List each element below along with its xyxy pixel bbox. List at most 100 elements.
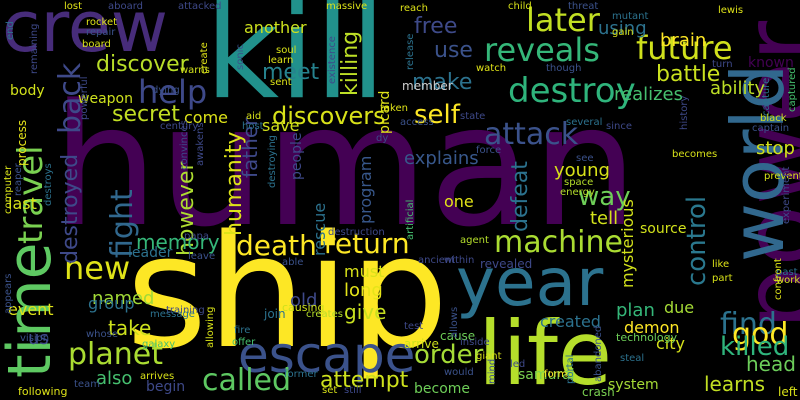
word: help <box>138 73 208 111</box>
word: take <box>108 316 152 340</box>
word: source <box>640 221 687 237</box>
word: city <box>656 334 685 353</box>
word: taken <box>380 103 408 114</box>
word: created <box>540 312 601 331</box>
word: memory <box>136 230 220 254</box>
word: warns <box>180 65 210 76</box>
word: allowing <box>205 306 216 348</box>
word: repair <box>86 27 116 38</box>
word: battle <box>656 62 721 87</box>
word: powerful <box>79 76 90 120</box>
word: dy <box>376 133 389 144</box>
word: member <box>402 79 453 93</box>
word: giant <box>476 351 502 362</box>
word: lost <box>64 1 83 12</box>
word: within <box>444 255 475 266</box>
word: attacked <box>178 1 222 12</box>
word: year <box>456 244 604 321</box>
word: reach <box>400 3 429 14</box>
word: team <box>74 379 100 390</box>
word: force <box>476 145 502 156</box>
word: control <box>682 195 712 286</box>
word: learn <box>268 55 294 66</box>
word: last <box>8 194 37 213</box>
word: process <box>15 119 29 166</box>
word: able <box>282 257 304 268</box>
word: old <box>290 290 318 311</box>
word: make <box>412 70 473 95</box>
word: program <box>356 155 375 224</box>
word: system <box>608 377 659 393</box>
word: part <box>712 273 733 284</box>
word: head <box>746 352 796 376</box>
word: prevent <box>764 171 800 182</box>
word: steal <box>620 353 645 364</box>
word: end <box>5 21 16 40</box>
word: experiment <box>781 166 792 224</box>
word: energy <box>560 187 595 198</box>
word: mutant <box>612 11 649 22</box>
word: destroys <box>43 163 54 206</box>
word: release <box>405 33 416 70</box>
word: set <box>322 385 338 396</box>
word: board <box>82 39 111 50</box>
word: long <box>344 280 383 301</box>
word: explains <box>404 148 479 169</box>
word: soul <box>276 45 297 56</box>
word: captain <box>752 123 790 134</box>
word: discovers <box>272 102 386 130</box>
word: crew <box>2 0 169 68</box>
word: leave <box>188 251 216 262</box>
word: weapon <box>78 91 133 107</box>
word: young <box>554 160 610 181</box>
word: give <box>344 300 387 324</box>
word: inside <box>460 337 490 348</box>
word: way <box>578 182 631 212</box>
word: new <box>64 249 131 287</box>
word: rocket <box>86 17 118 28</box>
word: following <box>18 385 68 398</box>
word: though <box>546 63 582 74</box>
word: death <box>236 229 317 262</box>
word: existence <box>327 36 338 84</box>
word: dying <box>152 85 180 96</box>
word: former <box>284 369 318 380</box>
word: awakens <box>195 122 206 166</box>
word: us <box>28 328 49 349</box>
word: escape <box>238 326 416 384</box>
word: planet <box>68 337 163 372</box>
word: sonic <box>235 44 246 70</box>
word: brain <box>660 30 707 51</box>
word: stop <box>756 138 795 159</box>
word: come <box>184 108 229 127</box>
word: remaining <box>29 23 40 75</box>
word: ancient <box>418 255 456 266</box>
word: discover <box>96 52 189 77</box>
word: attempt <box>320 368 409 393</box>
word: plan <box>616 300 655 321</box>
word: realizes <box>614 84 684 105</box>
word: led <box>510 359 526 370</box>
word: left <box>778 385 798 399</box>
word: begin <box>146 379 186 395</box>
word: also <box>96 368 133 389</box>
word: return <box>324 227 410 260</box>
word: state <box>460 111 486 122</box>
word: history <box>679 95 690 130</box>
word: offer <box>232 337 256 348</box>
word: destroyed <box>58 153 83 264</box>
word: fire <box>234 325 251 336</box>
word: century <box>160 121 199 132</box>
word: life <box>478 302 613 400</box>
word: people <box>289 132 305 180</box>
word: massive <box>326 1 368 12</box>
word: crash <box>582 385 615 399</box>
word: arrives <box>140 371 175 382</box>
word: causing <box>282 301 325 314</box>
word: mysterious <box>618 199 637 288</box>
word: killing <box>338 30 363 96</box>
word: save <box>262 116 300 135</box>
word: become <box>414 381 471 397</box>
word: turn <box>712 59 733 70</box>
word: like <box>712 259 730 270</box>
